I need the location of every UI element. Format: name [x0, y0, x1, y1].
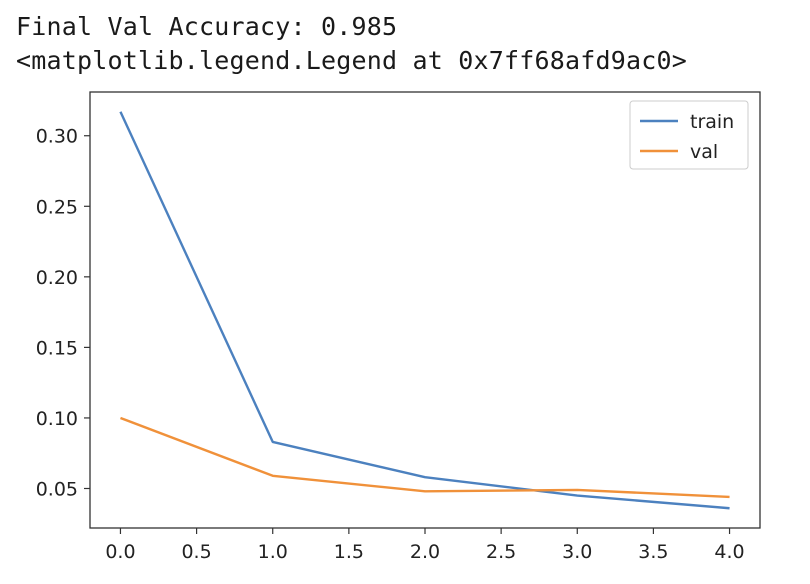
y-tick-label: 0.15 — [36, 337, 78, 359]
x-tick-label: 2.5 — [486, 541, 516, 563]
x-tick-label: 1.0 — [258, 541, 288, 563]
x-tick-label: 0.0 — [105, 541, 135, 563]
x-tick-label: 0.5 — [181, 541, 211, 563]
series-line-train — [119, 111, 730, 510]
x-tick-label: 3.0 — [562, 541, 592, 563]
x-tick-label: 4.0 — [714, 541, 744, 563]
y-tick-label: 0.10 — [36, 408, 78, 430]
y-tick-label: 0.20 — [36, 267, 78, 289]
legend-label-train: train — [690, 111, 734, 133]
y-tick-label: 0.30 — [36, 126, 78, 148]
y-tick-label: 0.25 — [36, 196, 78, 218]
legend-repr-output-text: <matplotlib.legend.Legend at 0x7ff68afd9… — [16, 46, 688, 75]
accuracy-output-text: Final Val Accuracy: 0.985 — [16, 12, 398, 41]
x-tick-label: 2.0 — [410, 541, 440, 563]
y-tick-label: 0.05 — [36, 478, 78, 500]
x-tick-label: 3.5 — [638, 541, 668, 563]
legend-label-val: val — [690, 141, 718, 163]
x-tick-label: 1.5 — [334, 541, 364, 563]
series-line-val — [120, 416, 730, 499]
